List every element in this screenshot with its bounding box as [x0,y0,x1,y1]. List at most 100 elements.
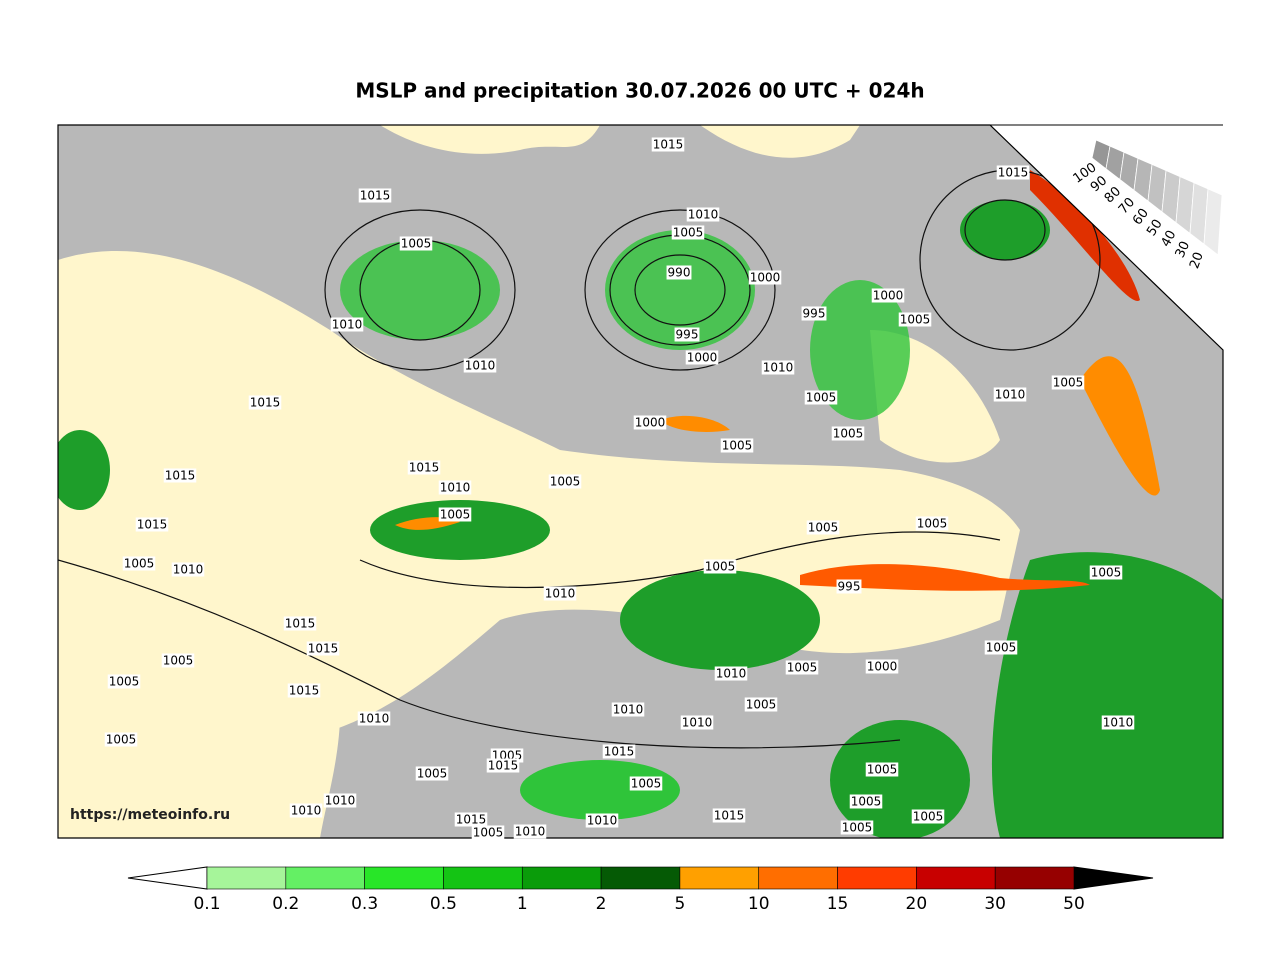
isobar-label: 1010 [332,318,363,332]
isobar-label: 1015 [488,759,519,773]
isobar-label: 1005 [787,661,818,675]
isobar-label-bg [486,758,520,773]
isobar-label-bg [548,474,582,489]
isobar-label-bg [831,426,865,441]
isobar-label-bg [163,468,197,483]
isobar-label: 1015 [308,642,339,656]
isobar-label-bg [849,794,883,809]
isobar-label-bg [358,188,392,203]
isobar-label: 1015 [604,745,635,759]
isobar-label-bg [748,270,782,285]
isobar-label-bg [611,702,645,717]
colorbar-label: 50 [1063,894,1085,914]
isobar-label-bg [287,683,321,698]
colorbar-label: 0.3 [351,894,378,914]
isobar-label-bg [806,520,840,535]
watermark: https://meteoinfo.ru [70,807,230,823]
isobar-label-bg [674,327,700,342]
isobar-label: 995 [838,580,861,594]
isobar-label-bg [330,317,364,332]
isobar-label: 1010 [716,667,747,681]
colorbar-segment [521,866,602,890]
isobar-label: 1010 [291,804,322,818]
precip-colorbar: 0.1 0.2 0.3 0.5 1 2 5 10 15 20 30 50 [127,866,1154,914]
isobar-label: 1010 [173,563,204,577]
isobar-label: 1005 [417,767,448,781]
isobar-label-bg [323,793,357,808]
isobar-label-bg [633,415,667,430]
colorbar-label: 0.5 [430,894,457,914]
isobar-label: 1015 [360,189,391,203]
isobar-label: 1010 [1103,716,1134,730]
isobar-label: 1015 [456,813,487,827]
colorbar-label: 30 [984,894,1006,914]
isobar-label: 1010 [545,587,576,601]
colorbar-segment [364,866,444,890]
colorbar-label: 10 [748,894,770,914]
isobar-label: 1015 [250,396,281,410]
isobar-label-bg [680,715,714,730]
isobar-label-bg [283,616,317,631]
isobar-label-bg [399,236,433,251]
precip [520,760,680,820]
land [700,125,860,158]
isobar-label-bg [1051,375,1085,390]
isobar-label-bg [407,460,441,475]
land [380,125,600,154]
colorbar-segment [916,866,996,890]
isobar-label-bg [836,579,862,594]
isobar-label: 1005 [851,795,882,809]
isobar-label-bg [871,288,905,303]
cloud-legend-label: 40 [1158,228,1179,250]
isobar-label: 1010 [763,361,794,375]
isobar-label-bg [415,766,449,781]
isobar-label: 1005 [746,698,777,712]
isobar-label: 1005 [473,826,504,840]
isobar-label: 1005 [1053,376,1084,390]
isobar-label: 1005 [833,427,864,441]
isobar-label: 1005 [986,641,1017,655]
colorbar-label: 5 [674,894,685,914]
precip-heavy [1030,170,1140,301]
isobar-label-bg [686,207,720,222]
isobar-label-bg [438,480,472,495]
map-frame [57,124,1224,839]
colorbar-segment [994,866,1075,890]
isobar-label: 1000 [750,271,781,285]
colorbar-segment [837,866,917,890]
isobar-label-bg [306,641,340,656]
isobar-label-bg [585,813,619,828]
isobar-label-bg [107,674,141,689]
isobar-label-bg [543,586,577,601]
isobar-label: 1010 [587,814,618,828]
colorbar-label: 1 [517,894,528,914]
isobar-label: 1015 [998,166,1029,180]
precip-heavy [660,415,730,432]
isobar-label-bg [714,666,748,681]
isobar-label-bg [804,390,838,405]
isobar-label-bg [666,265,692,280]
isobar-label: 1005 [550,475,581,489]
isobar-label-bg [801,306,827,321]
isobar-label: 1005 [917,517,948,531]
isobar-label: 1005 [808,521,839,535]
isobar-label-bg [785,660,819,675]
isobar-label: 1015 [285,617,316,631]
isobar-label: 1005 [124,557,155,571]
isobar-label: 1010 [515,825,546,839]
colorbar-label: 0.2 [272,894,299,914]
isobar-label-bg [463,358,497,373]
isobar-label-bg [629,776,663,791]
colorbar-low-arrow [127,866,208,890]
isobar-label-bg [712,808,746,823]
colorbar-segment [206,866,287,890]
isobar-label-bg [471,825,505,840]
precip [620,570,820,670]
isobar-label-bg [703,559,737,574]
precip-heavy [800,564,1090,591]
isobar-label: 1005 [1091,566,1122,580]
isobar-label-bg [915,516,949,531]
precip [605,230,755,350]
isobar-label-bg [513,824,547,839]
